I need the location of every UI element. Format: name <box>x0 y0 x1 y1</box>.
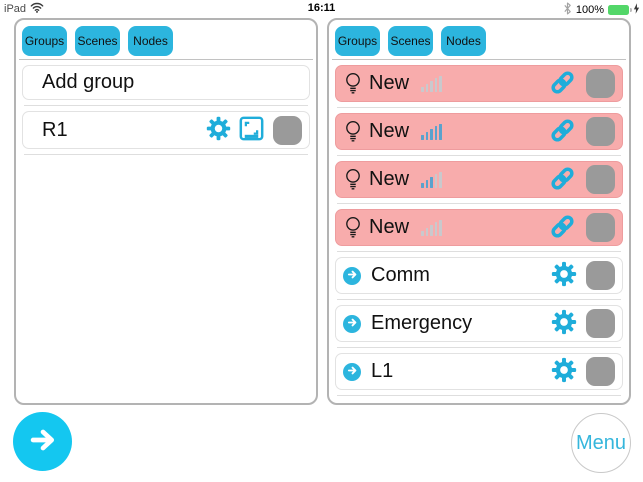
group-row[interactable]: R1 <box>22 111 310 149</box>
link-button[interactable] <box>547 69 578 99</box>
node-row[interactable]: New <box>335 113 623 150</box>
node-label: New <box>369 120 410 142</box>
tab-groups[interactable]: Groups <box>22 26 67 56</box>
status-left: iPad <box>4 2 44 16</box>
settings-button[interactable] <box>550 356 578 387</box>
lightbulb-icon <box>343 71 363 96</box>
wifi-icon <box>30 2 44 16</box>
group-label: Comm <box>371 264 430 286</box>
lightbulb-icon <box>343 167 363 192</box>
disclosure-button[interactable] <box>343 266 361 285</box>
add-group-row[interactable]: Add group <box>22 65 310 100</box>
gear-icon <box>550 260 578 291</box>
separator <box>24 154 308 155</box>
lightbulb-icon <box>343 119 363 144</box>
expand-icon <box>238 115 265 145</box>
next-arrow-button[interactable] <box>13 412 72 471</box>
settings-button[interactable] <box>550 308 578 339</box>
toggle-button[interactable] <box>586 213 615 242</box>
group-label: L1 <box>371 360 394 382</box>
add-group-label: Add group <box>42 71 135 93</box>
group-label: R1 <box>42 118 68 141</box>
disclosure-button[interactable] <box>343 314 361 333</box>
toggle-button[interactable] <box>586 117 615 146</box>
toggle-button[interactable] <box>586 357 615 386</box>
tab-scenes[interactable]: Scenes <box>388 26 433 56</box>
lightbulb-icon <box>343 215 363 240</box>
arrow-circle-icon <box>347 268 358 283</box>
status-bar: iPad 16:11 100% <box>0 0 643 17</box>
gear-icon <box>550 308 578 339</box>
node-label: New <box>369 216 410 238</box>
charging-bolt-icon <box>633 3 640 17</box>
arrow-circle-icon <box>347 316 358 331</box>
signal-strength-icon <box>421 219 442 236</box>
device-label: iPad <box>4 3 27 15</box>
group-label: Emergency <box>371 312 473 334</box>
disclosure-button[interactable] <box>343 362 361 381</box>
settings-button[interactable] <box>205 115 232 145</box>
separator <box>332 59 626 60</box>
separator <box>337 395 621 396</box>
tab-nodes[interactable]: Nodes <box>128 26 173 56</box>
arrow-circle-icon <box>347 364 358 379</box>
tab-groups[interactable]: Groups <box>335 26 380 56</box>
gear-icon <box>205 115 232 145</box>
group-row[interactable]: Comm <box>335 257 623 294</box>
groups-panel: Groups Scenes Nodes Add group R1 <box>14 18 318 405</box>
node-row[interactable]: New <box>335 209 623 246</box>
link-button[interactable] <box>547 117 578 147</box>
separator <box>337 251 621 252</box>
right-row-list: New <box>329 60 629 396</box>
node-label: New <box>369 168 410 190</box>
node-row[interactable]: New <box>335 65 623 102</box>
separator <box>24 105 308 106</box>
group-row[interactable]: Emergency <box>335 305 623 342</box>
gear-icon <box>550 356 578 387</box>
arrow-right-icon <box>25 422 61 461</box>
signal-strength-icon <box>421 171 442 188</box>
toggle-button[interactable] <box>586 309 615 338</box>
separator <box>337 299 621 300</box>
node-label: New <box>369 72 410 94</box>
battery-icon <box>608 5 632 15</box>
signal-strength-icon <box>421 123 442 140</box>
separator <box>19 59 313 60</box>
toggle-button[interactable] <box>273 115 302 145</box>
group-row[interactable]: L1 <box>335 353 623 390</box>
separator <box>337 107 621 108</box>
status-right: 100% <box>563 2 640 18</box>
link-icon <box>547 165 578 195</box>
toggle-button[interactable] <box>586 69 615 98</box>
battery-percent: 100% <box>575 4 604 16</box>
separator <box>337 203 621 204</box>
bluetooth-icon <box>563 2 572 18</box>
left-row-list: Add group R1 <box>16 60 316 155</box>
link-icon <box>547 117 578 147</box>
tab-nodes[interactable]: Nodes <box>441 26 486 56</box>
settings-button[interactable] <box>550 260 578 291</box>
menu-button[interactable]: Menu <box>571 413 631 473</box>
link-button[interactable] <box>547 165 578 195</box>
link-icon <box>547 213 578 243</box>
expand-button[interactable] <box>238 115 265 145</box>
right-tab-bar: Groups Scenes Nodes <box>329 20 629 56</box>
link-icon <box>547 69 578 99</box>
toggle-button[interactable] <box>586 261 615 290</box>
nodes-panel: Groups Scenes Nodes New <box>327 18 631 405</box>
signal-strength-icon <box>421 75 442 92</box>
left-tab-bar: Groups Scenes Nodes <box>16 20 316 56</box>
separator <box>337 347 621 348</box>
link-button[interactable] <box>547 213 578 243</box>
node-row[interactable]: New <box>335 161 623 198</box>
tab-scenes[interactable]: Scenes <box>75 26 120 56</box>
separator <box>337 155 621 156</box>
toggle-button[interactable] <box>586 165 615 194</box>
clock: 16:11 <box>307 2 336 14</box>
